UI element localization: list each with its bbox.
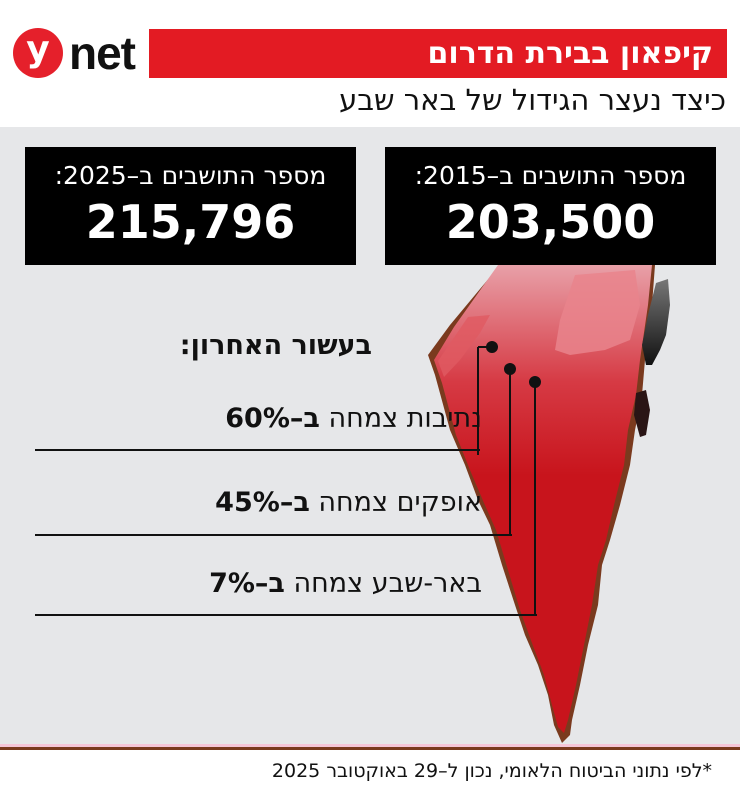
logo-wordmark: net [69, 27, 136, 79]
logo-y-icon: y [13, 28, 63, 78]
ynet-logo[interactable]: y net [13, 27, 136, 79]
footer-divider [0, 747, 740, 750]
stat-box-2015: מספר התושבים ב–2015: 203,500 [385, 147, 716, 265]
growth-percent: 7% [209, 568, 255, 599]
growth-verb: צמחה [293, 568, 364, 599]
growth-prefix: ב– [279, 487, 310, 518]
city-name: נתיבות [406, 403, 482, 434]
growth-item-netivot: נתיבות צמחה ב–60% [225, 400, 482, 438]
growth-percent: 60% [225, 403, 290, 434]
header: y net קיפאון בבירת הדרום כיצד נעצר הגידו… [0, 0, 740, 127]
stat-box-2025: מספר התושבים ב–2025: 215,796 [25, 147, 356, 265]
city-name: אופקים [396, 487, 482, 518]
growth-prefix: ב– [254, 568, 285, 599]
divider-highlight [0, 744, 740, 747]
source-footnote: *לפי נתוני הביטוח הלאומי, נכון ל–29 באוק… [271, 760, 712, 782]
stat-label: מספר התושבים ב–2025: [54, 161, 327, 190]
growth-verb: צמחה [328, 403, 399, 434]
stat-value: 203,500 [445, 195, 656, 249]
leader-line [35, 534, 512, 536]
growth-verb: צמחה [318, 487, 389, 518]
stat-value: 215,796 [85, 195, 296, 249]
page-title: קיפאון בבירת הדרום [427, 36, 713, 71]
stat-label: מספר התושבים ב–2015: [414, 161, 687, 190]
page-subtitle: כיצד נעצר הגידול של באר שבע [339, 83, 726, 117]
growth-prefix: ב– [289, 403, 320, 434]
leader-line [35, 614, 537, 616]
growth-item-ofakim: אופקים צמחה ב–45% [215, 484, 482, 522]
growth-item-beersheba: באר-שבע צמחה ב–7% [209, 565, 482, 603]
leader-line [35, 449, 480, 451]
israel-south-map-icon [428, 265, 670, 743]
title-bar: קיפאון בבירת הדרום [149, 29, 727, 78]
city-name: באר-שבע [371, 568, 482, 599]
decade-heading: בעשור האחרון: [179, 330, 372, 361]
growth-percent: 45% [215, 487, 280, 518]
